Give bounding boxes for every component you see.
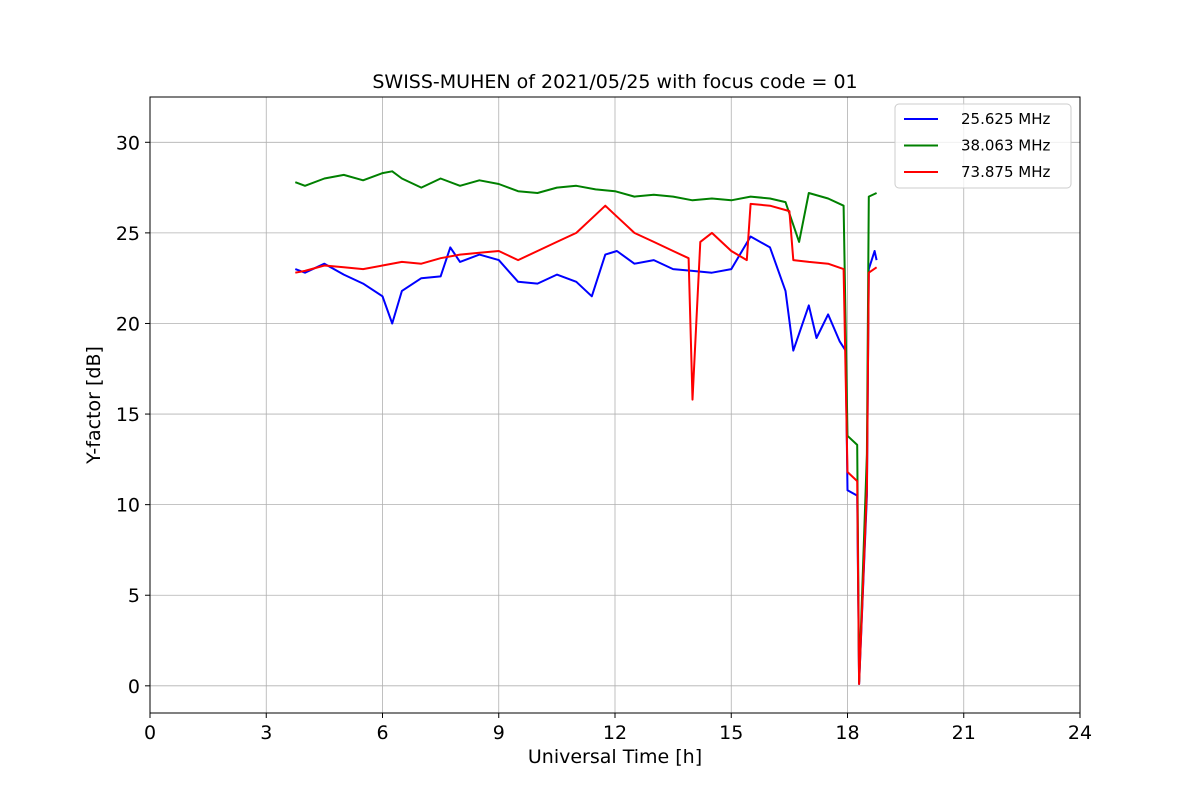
x-tick-label: 3 [260,722,272,744]
legend-box [894,103,1072,189]
x-axis-label: Universal Time [h] [528,746,702,768]
y-tick-label: 10 [116,495,140,517]
y-axis-ticks: 0 5 10 15 20 25 30 [116,132,150,698]
legend-label: 25.625 MHz [961,110,1050,128]
x-tick-label: 21 [952,722,976,744]
x-tick-label: 18 [835,722,859,744]
x-tick-label: 15 [719,722,743,744]
y-tick-label: 30 [116,132,140,154]
x-axis-ticks: 0 3 6 9 12 15 18 21 24 [144,713,1092,744]
y-tick-label: 15 [116,404,140,426]
x-tick-label: 24 [1068,722,1092,744]
legend-label: 73.875 MHz [961,163,1050,181]
y-tick-label: 5 [128,585,140,607]
series-line-2 [294,170,878,684]
legend-label: 38.063 MHz [961,137,1050,155]
x-tick-label: 12 [603,722,627,744]
series-lines [294,170,878,685]
y-tick-label: 25 [116,223,140,245]
series-line-3 [295,202,878,685]
y-tick-label: 0 [128,676,140,698]
x-tick-label: 6 [376,722,388,744]
x-tick-label: 0 [144,722,156,744]
x-tick-label: 9 [493,722,505,744]
y-tick-label: 20 [116,313,140,335]
chart-title: SWISS-MUHEN of 2021/05/25 with focus cod… [372,71,857,93]
legend: 25.625 MHz 38.063 MHz 73.875 MHz [894,103,1072,189]
y-axis-label: Y-factor [dB] [83,346,105,465]
